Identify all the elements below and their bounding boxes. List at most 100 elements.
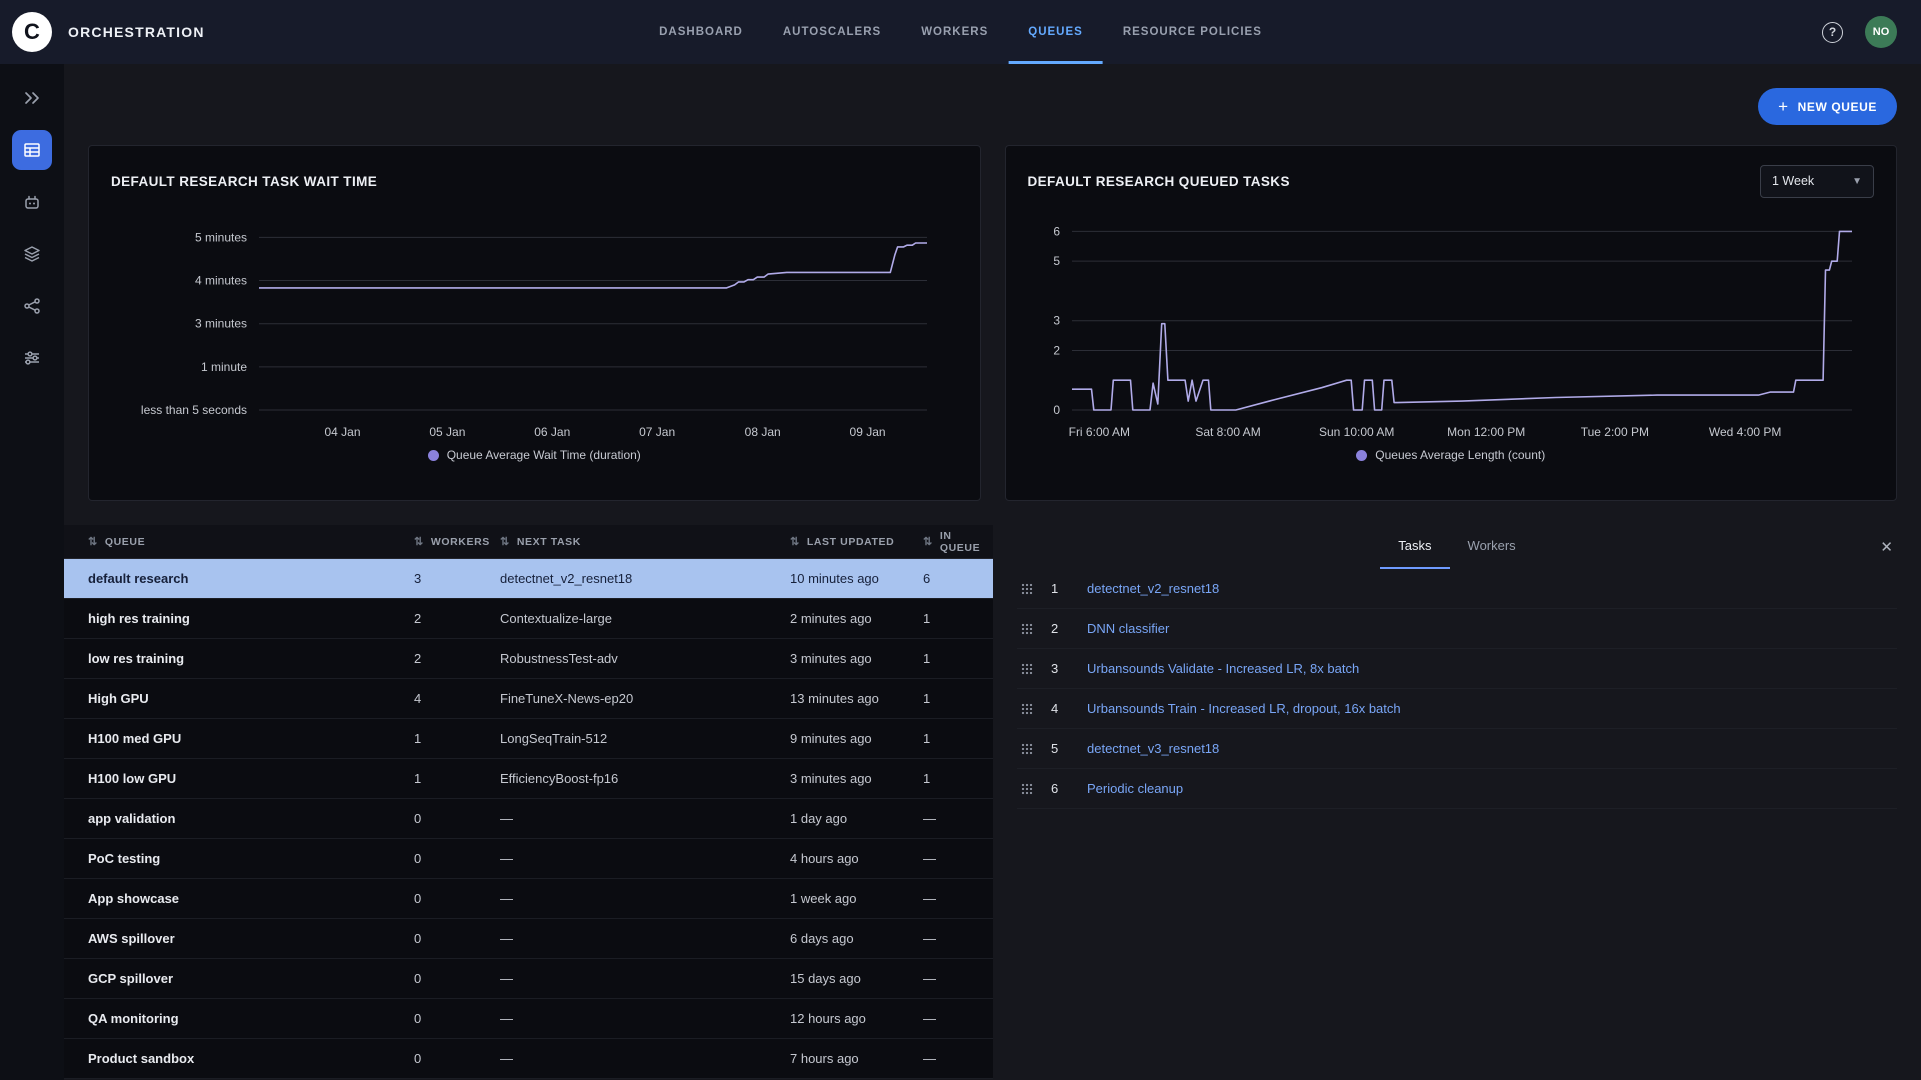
queue-row-high-res-training[interactable]: high res training 2 Contextualize-large 2 m… [64, 599, 993, 639]
help-icon[interactable]: ? [1822, 21, 1843, 43]
cell-next-task: — [500, 1011, 513, 1026]
main-content: + NEW QUEUE DEFAULT RESEARCH TASK WAIT T… [64, 64, 1921, 1080]
queue-row-high-gpu[interactable]: High GPU 4 FineTuneX-News-ep20 13 minutes a… [64, 679, 993, 719]
task-link[interactable]: Periodic cleanup [1087, 781, 1184, 796]
tab-tasks[interactable]: Tasks [1380, 525, 1450, 569]
cell-next-task: — [500, 1051, 513, 1066]
cell-workers: 1 [414, 771, 422, 786]
new-queue-button[interactable]: + NEW QUEUE [1758, 88, 1897, 125]
queues-table-header: ⇅ QUEUE ⇅ WORKERS ⇅ NEXT TASK ⇅ LAST UPDATED ⇅ IN… [64, 525, 993, 559]
drag-handle-icon[interactable] [1021, 583, 1051, 595]
column-header-workers[interactable]: ⇅ WORKERS [404, 535, 490, 549]
charts-row: DEFAULT RESEARCH TASK WAIT TIME less tha… [64, 125, 1921, 501]
queue-row-low-res-training[interactable]: low res training 2 RobustnessTest-adv 3 min… [64, 639, 993, 679]
svg-text:5: 5 [1053, 254, 1060, 268]
queue-row-h100-med-gpu[interactable]: H100 med GPU 1 LongSeqTrain-512 9 minutes a… [64, 719, 993, 759]
sort-arrows-icon: ⇅ [88, 536, 98, 548]
queue-row-h100-low-gpu[interactable]: H100 low GPU 1 EfficiencyBoost-fp16 3 minut… [64, 759, 993, 799]
cell-in-queue: 1 [923, 611, 931, 626]
nav-tab-resource-policies[interactable]: RESOURCE POLICIES [1122, 26, 1262, 38]
time-range-select[interactable]: 1 Week ▼ [1760, 164, 1874, 198]
robot-worker-icon[interactable] [12, 182, 52, 222]
tab-workers[interactable]: Workers [1467, 538, 1516, 553]
queue-row-gcp-spillover[interactable]: GCP spillover 0 — 15 days ago — [64, 959, 993, 999]
column-header-in-queue[interactable]: ⇅ IN QUEUE [913, 530, 993, 554]
cell-next-task: — [500, 811, 513, 826]
svg-text:07 Jan: 07 Jan [639, 425, 675, 439]
nav-tab-dashboard[interactable]: DASHBOARD [659, 26, 743, 38]
cell-next-task: LongSeqTrain-512 [500, 731, 608, 746]
cell-in-queue: 6 [923, 571, 931, 586]
sidebar [0, 64, 64, 1080]
cell-queue: QA monitoring [88, 1011, 179, 1026]
cell-next-task: — [500, 851, 513, 866]
bottom-row: ⇅ QUEUE ⇅ WORKERS ⇅ NEXT TASK ⇅ LAST UPDATED ⇅ IN… [64, 525, 1921, 1079]
svg-text:Mon 12:00 PM: Mon 12:00 PM [1447, 425, 1525, 439]
queues-grid-icon[interactable] [12, 130, 52, 170]
panel-tabs: Tasks Workers [1380, 525, 1533, 569]
queue-row-app-validation[interactable]: app validation 0 — 1 day ago — [64, 799, 993, 839]
nav-tab-workers[interactable]: WORKERS [921, 26, 989, 38]
drag-handle-icon[interactable] [1021, 663, 1051, 675]
column-header-next-task[interactable]: ⇅ NEXT TASK [490, 535, 780, 549]
drag-handle-icon[interactable] [1021, 743, 1051, 755]
queue-row-aws-spillover[interactable]: AWS spillover 0 — 6 days ago — [64, 919, 993, 959]
nav-tab-queues[interactable]: QUEUES [1008, 0, 1103, 64]
task-link[interactable]: detectnet_v3_resnet18 [1087, 741, 1220, 756]
wait-time-title: DEFAULT RESEARCH TASK WAIT TIME [111, 173, 378, 189]
queue-row-product-sandbox[interactable]: Product sandbox 0 — 7 hours ago — [64, 1039, 993, 1079]
cell-queue: AWS spillover [88, 931, 175, 946]
task-index: 2 [1051, 621, 1059, 636]
svg-text:Sat 8:00 AM: Sat 8:00 AM [1195, 425, 1260, 439]
nav-tab-autoscalers[interactable]: AUTOSCALERS [782, 26, 882, 38]
cell-in-queue: 1 [923, 731, 931, 746]
cell-workers: 0 [414, 851, 422, 866]
cell-in-queue: — [923, 971, 936, 986]
queue-row-qa-monitoring[interactable]: QA monitoring 0 — 12 hours ago — [64, 999, 993, 1039]
queued-tasks-title: DEFAULT RESEARCH QUEUED TASKS [1027, 173, 1290, 189]
cell-last-updated: 7 hours ago [790, 1051, 859, 1066]
wait-time-card: DEFAULT RESEARCH TASK WAIT TIME less tha… [88, 145, 981, 501]
queue-row-app-showcase[interactable]: App showcase 0 — 1 week ago — [64, 879, 993, 919]
pipeline-nodes-icon[interactable] [12, 286, 52, 326]
double-chevron-icon[interactable] [12, 78, 52, 118]
cell-queue: app validation [88, 811, 176, 826]
cell-workers: 0 [414, 891, 422, 906]
queue-row-poc-testing[interactable]: PoC testing 0 — 4 hours ago — [64, 839, 993, 879]
drag-handle-icon[interactable] [1021, 783, 1051, 795]
cell-in-queue: — [923, 811, 936, 826]
new-queue-label: NEW QUEUE [1797, 99, 1877, 114]
cell-next-task: — [500, 891, 513, 906]
column-header-last-updated[interactable]: ⇅ LAST UPDATED [780, 535, 913, 549]
svg-text:09 Jan: 09 Jan [850, 425, 886, 439]
drag-handle-icon[interactable] [1021, 623, 1051, 635]
task-row: 5 detectnet_v3_resnet18 [1017, 729, 1897, 769]
clearml-logo[interactable]: C [12, 12, 52, 52]
cell-in-queue: 1 [923, 691, 931, 706]
svg-text:05 Jan: 05 Jan [429, 425, 465, 439]
cell-queue: default research [88, 571, 189, 586]
legend-dot-icon [427, 449, 439, 461]
close-icon[interactable]: ✕ [1876, 536, 1897, 558]
logo-letter: C [24, 19, 40, 44]
task-link[interactable]: detectnet_v2_resnet18 [1087, 581, 1220, 596]
queue-row-default-research[interactable]: default research 3 detectnet_v2_resnet18 10… [64, 559, 993, 599]
drag-handle-icon[interactable] [1021, 703, 1051, 715]
task-link[interactable]: Urbansounds Validate - Increased LR, 8x … [1087, 661, 1360, 676]
layers-icon[interactable] [12, 234, 52, 274]
task-link[interactable]: Urbansounds Train - Increased LR, dropou… [1087, 701, 1401, 716]
task-row: 2 DNN classifier [1017, 609, 1897, 649]
column-header-queue[interactable]: ⇅ QUEUE [64, 535, 404, 549]
sliders-icon[interactable] [12, 338, 52, 378]
cell-next-task: FineTuneX-News-ep20 [500, 691, 634, 706]
column-label: QUEUE [104, 535, 146, 548]
task-link[interactable]: DNN classifier [1087, 621, 1170, 636]
cell-next-task: Contextualize-large [500, 611, 613, 626]
cell-last-updated: 4 hours ago [790, 851, 859, 866]
sort-arrows-icon: ⇅ [500, 536, 510, 548]
cell-queue: low res training [88, 651, 185, 666]
avatar[interactable]: NO [1865, 16, 1897, 48]
svg-text:3 minutes: 3 minutes [195, 317, 247, 331]
queues-table: ⇅ QUEUE ⇅ WORKERS ⇅ NEXT TASK ⇅ LAST UPDATED ⇅ IN… [64, 525, 993, 1079]
svg-text:Wed 4:00 PM: Wed 4:00 PM [1708, 425, 1780, 439]
